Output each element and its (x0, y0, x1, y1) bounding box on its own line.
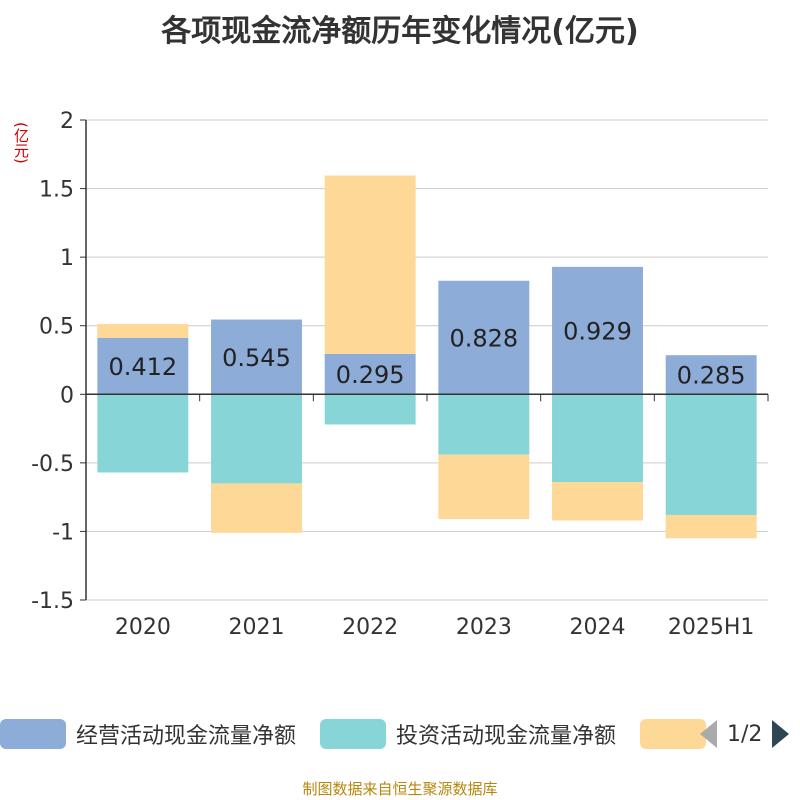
bar-2-2025H1 (665, 394, 757, 515)
legend-label-operating: 经营活动现金流量净额 (76, 724, 297, 749)
bar-1-2020 (97, 337, 189, 395)
legend-prev-arrow-icon[interactable] (700, 720, 717, 748)
legend-swatch-investing (320, 719, 386, 749)
chart-title: 各项现金流净额历年变化情况(亿元) (161, 14, 639, 49)
x-tick-label: 2022 (342, 615, 398, 640)
y-axis-unit: (亿元) (12, 122, 30, 164)
bar-3-2022 (324, 175, 416, 354)
y-tick-label: 0.5 (39, 315, 74, 340)
bars (97, 175, 757, 539)
x-tick-label: 2020 (115, 615, 171, 640)
data-source-note: 制图数据来自恒生聚源数据库 (302, 780, 498, 798)
y-tick-label: 0 (60, 383, 74, 408)
legend: 经营活动现金流量净额 投资活动现金流量净额 1/2 (0, 714, 800, 754)
bar-3-2020 (97, 324, 189, 338)
legend-swatch-financing (640, 719, 706, 749)
legend-label-investing: 投资活动现金流量净额 (396, 724, 617, 749)
bar-3-2023 (438, 454, 530, 520)
bar-1-2022 (324, 353, 416, 395)
bar-1-2021 (211, 319, 302, 395)
bar-chart: 2 1.5 1 0.5 0 -0.5 -1 -1.5 2020 2021 2022 2023 2024 2… (31, 109, 769, 640)
bar-1-2023 (438, 280, 530, 395)
legend-item-financing[interactable] (640, 714, 706, 754)
x-tick-label: 2021 (229, 615, 285, 640)
data-label: 0.929 (563, 318, 632, 346)
legend-swatch-operating (0, 719, 66, 749)
legend-item-operating[interactable]: 经营活动现金流量净额 (0, 714, 296, 754)
legend-page-number: 1/2 (727, 721, 763, 747)
y-tick-label: -1 (52, 520, 74, 545)
bar-1-2024 (552, 266, 643, 395)
bar-2-2020 (97, 394, 189, 473)
data-label: 0.545 (222, 344, 291, 372)
data-label: 0.412 (108, 353, 177, 381)
x-tick-label: 2024 (570, 615, 626, 640)
y-tick-label: 1 (60, 246, 74, 271)
data-label: 0.285 (677, 362, 746, 390)
x-tick-label: 2025H1 (668, 615, 755, 640)
data-labels: 0.412 0.545 0.295 0.828 0.929 0.285 (108, 318, 745, 390)
y-tick-label: 2 (60, 109, 74, 134)
data-label: 0.828 (449, 325, 518, 353)
bar-1-2025H1 (665, 355, 757, 395)
bar-2-2024 (552, 394, 643, 483)
y-tick-label: -0.5 (31, 452, 74, 477)
legend-next-arrow-icon[interactable] (772, 720, 790, 748)
data-label: 0.295 (336, 361, 405, 389)
y-tick-label: 1.5 (39, 178, 74, 203)
bar-3-2025H1 (665, 514, 757, 539)
bar-3-2024 (552, 482, 643, 521)
x-tick-label: 2023 (456, 615, 512, 640)
bar-3-2021 (211, 483, 302, 533)
bar-2-2023 (438, 394, 530, 455)
bar-2-2021 (211, 394, 302, 484)
grid-lines (86, 119, 768, 601)
bar-2-2022 (324, 394, 416, 425)
axes: 2 1.5 1 0.5 0 -0.5 -1 -1.5 2020 2021 2022 2023 2024 2… (31, 109, 769, 640)
legend-pager: 1/2 (700, 714, 790, 754)
legend-item-investing[interactable]: 投资活动现金流量净额 (320, 714, 616, 754)
y-tick-label: -1.5 (31, 589, 74, 614)
